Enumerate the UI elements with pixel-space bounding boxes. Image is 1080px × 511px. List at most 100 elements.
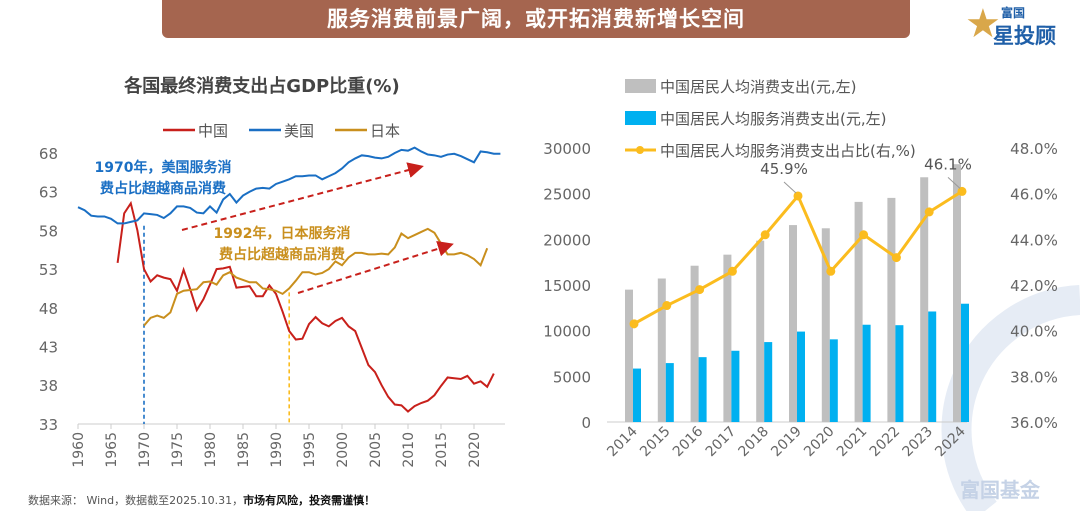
x-tick-label: 2016 <box>670 423 707 460</box>
trend-arrow-us <box>181 162 424 231</box>
y-tick-label: 63 <box>39 184 58 202</box>
y-right-tick-label: 40.0% <box>1010 323 1058 341</box>
ratio-point <box>826 266 836 276</box>
x-tick-label: 1985 <box>236 432 252 468</box>
x-tick-label: 2018 <box>736 424 773 461</box>
x-tick-label: 2014 <box>604 423 641 460</box>
y-left-tick-label: 5000 <box>553 368 591 386</box>
legend-label: 中国居民人均消费支出(元,左) <box>660 78 856 96</box>
y-tick-label: 48 <box>39 300 58 318</box>
banner-title: 服务消费前景广阔，或开拓消费新增长空间 <box>162 0 910 38</box>
left-chart-title: 各国最终消费支出占GDP比重(%) <box>123 75 399 97</box>
bar-total <box>690 265 699 422</box>
logo: ★ 富国 星投顾 <box>965 2 1075 48</box>
ratio-point <box>924 207 934 217</box>
legend-label: 中国 <box>198 122 228 140</box>
x-tick-label: 2021 <box>834 424 871 461</box>
ratio-point <box>662 301 672 311</box>
ratio-point <box>727 266 737 276</box>
bar-service <box>829 339 838 422</box>
y-right-tick-label: 48.0% <box>1010 140 1058 158</box>
series-line-中国 <box>116 200 495 413</box>
data-label: 46.1% <box>924 155 972 173</box>
y-tick-label: 53 <box>39 261 58 279</box>
y-right-tick-label: 44.0% <box>1010 231 1058 249</box>
y-tick-label: 58 <box>39 222 58 240</box>
y-left-tick-label: 25000 <box>543 186 591 204</box>
trend-arrow-japan <box>297 240 454 294</box>
x-tick-label: 1995 <box>302 432 318 468</box>
x-tick-label: 2020 <box>801 424 838 461</box>
risk-warning: 市场有风险，投资需谨慎！ <box>243 494 376 507</box>
ratio-point <box>891 253 901 263</box>
x-tick-label: 2005 <box>368 432 384 468</box>
ratio-point <box>695 285 705 295</box>
x-tick-label: 1980 <box>203 432 219 468</box>
star-icon: ★ <box>965 1 1001 47</box>
ratio-point <box>957 186 967 196</box>
bar-total <box>887 197 896 422</box>
data-label: 45.9% <box>760 160 808 178</box>
x-tick-label: 2020 <box>467 432 483 468</box>
legend-label: 中国居民人均服务消费支出(元,左) <box>660 110 886 128</box>
bar-service <box>665 363 674 422</box>
x-tick-label: 2000 <box>335 432 351 468</box>
ratio-point <box>793 191 803 201</box>
bar-service <box>928 311 937 422</box>
x-tick-label: 1960 <box>71 432 87 468</box>
footer: 数据来源： Wind，数据截至2025.10.31，市场有风险，投资需谨慎！ <box>28 492 375 508</box>
x-tick-label: 1970 <box>137 432 153 468</box>
annotation-text: 费占比超越商品消费 <box>219 246 345 263</box>
y-left-tick-label: 0 <box>581 414 591 432</box>
bar-total <box>723 254 732 422</box>
bar-total <box>657 278 666 422</box>
y-right-tick-label: 38.0% <box>1010 368 1058 386</box>
y-tick-label: 38 <box>39 377 58 395</box>
y-left-tick-label: 20000 <box>543 231 591 249</box>
x-tick-label: 1975 <box>170 432 186 468</box>
x-tick-label: 2023 <box>900 424 937 461</box>
bar-service <box>731 350 740 422</box>
x-tick-label: 1965 <box>104 432 120 468</box>
y-tick-label: 33 <box>39 416 58 434</box>
y-tick-label: 68 <box>39 145 58 163</box>
annotation-text: 费占比超越商品消费 <box>100 180 226 197</box>
series-line-美国 <box>77 146 501 225</box>
bar-total <box>756 240 765 422</box>
ratio-point <box>859 230 869 240</box>
data-label-leader <box>947 177 961 189</box>
bar-service <box>698 357 707 422</box>
x-tick-label: 2017 <box>703 424 740 461</box>
ratio-line <box>633 190 963 326</box>
annotation-text: 1992年，日本服务消 <box>214 225 351 242</box>
x-tick-label: 2015 <box>434 432 450 468</box>
y-tick-label: 43 <box>39 339 58 357</box>
data-label-leader <box>783 181 797 194</box>
y-left-tick-label: 15000 <box>543 277 591 295</box>
ratio-point <box>760 230 770 240</box>
bar-service <box>764 342 773 422</box>
annotation-text: 1970年，美国服务消 <box>95 159 232 176</box>
logo-line1: 富国 <box>1001 6 1026 20</box>
series-line-日本 <box>143 227 489 327</box>
x-tick-label: 2010 <box>401 432 417 468</box>
legend-swatch <box>625 79 656 93</box>
bar-service <box>633 368 641 422</box>
legend-label: 美国 <box>284 122 314 140</box>
legend-marker <box>636 146 644 154</box>
legend-label: 日本 <box>370 122 400 140</box>
logo-line2: 星投顾 <box>993 24 1056 48</box>
bar-total <box>854 201 863 422</box>
bar-total <box>821 228 830 422</box>
bar-service <box>961 303 969 422</box>
legend-label: 中国居民人均服务消费支出占比(右,%) <box>660 142 916 160</box>
data-source: 数据来源： Wind，数据截至2025.10.31， <box>28 494 244 507</box>
legend-swatch <box>625 111 656 125</box>
y-left-tick-label: 10000 <box>543 323 591 341</box>
y-right-tick-label: 42.0% <box>1010 277 1058 295</box>
bar-total <box>953 164 961 422</box>
ratio-point <box>629 319 639 329</box>
watermark: 富国基金 <box>960 478 1040 502</box>
bar-total <box>625 289 633 422</box>
